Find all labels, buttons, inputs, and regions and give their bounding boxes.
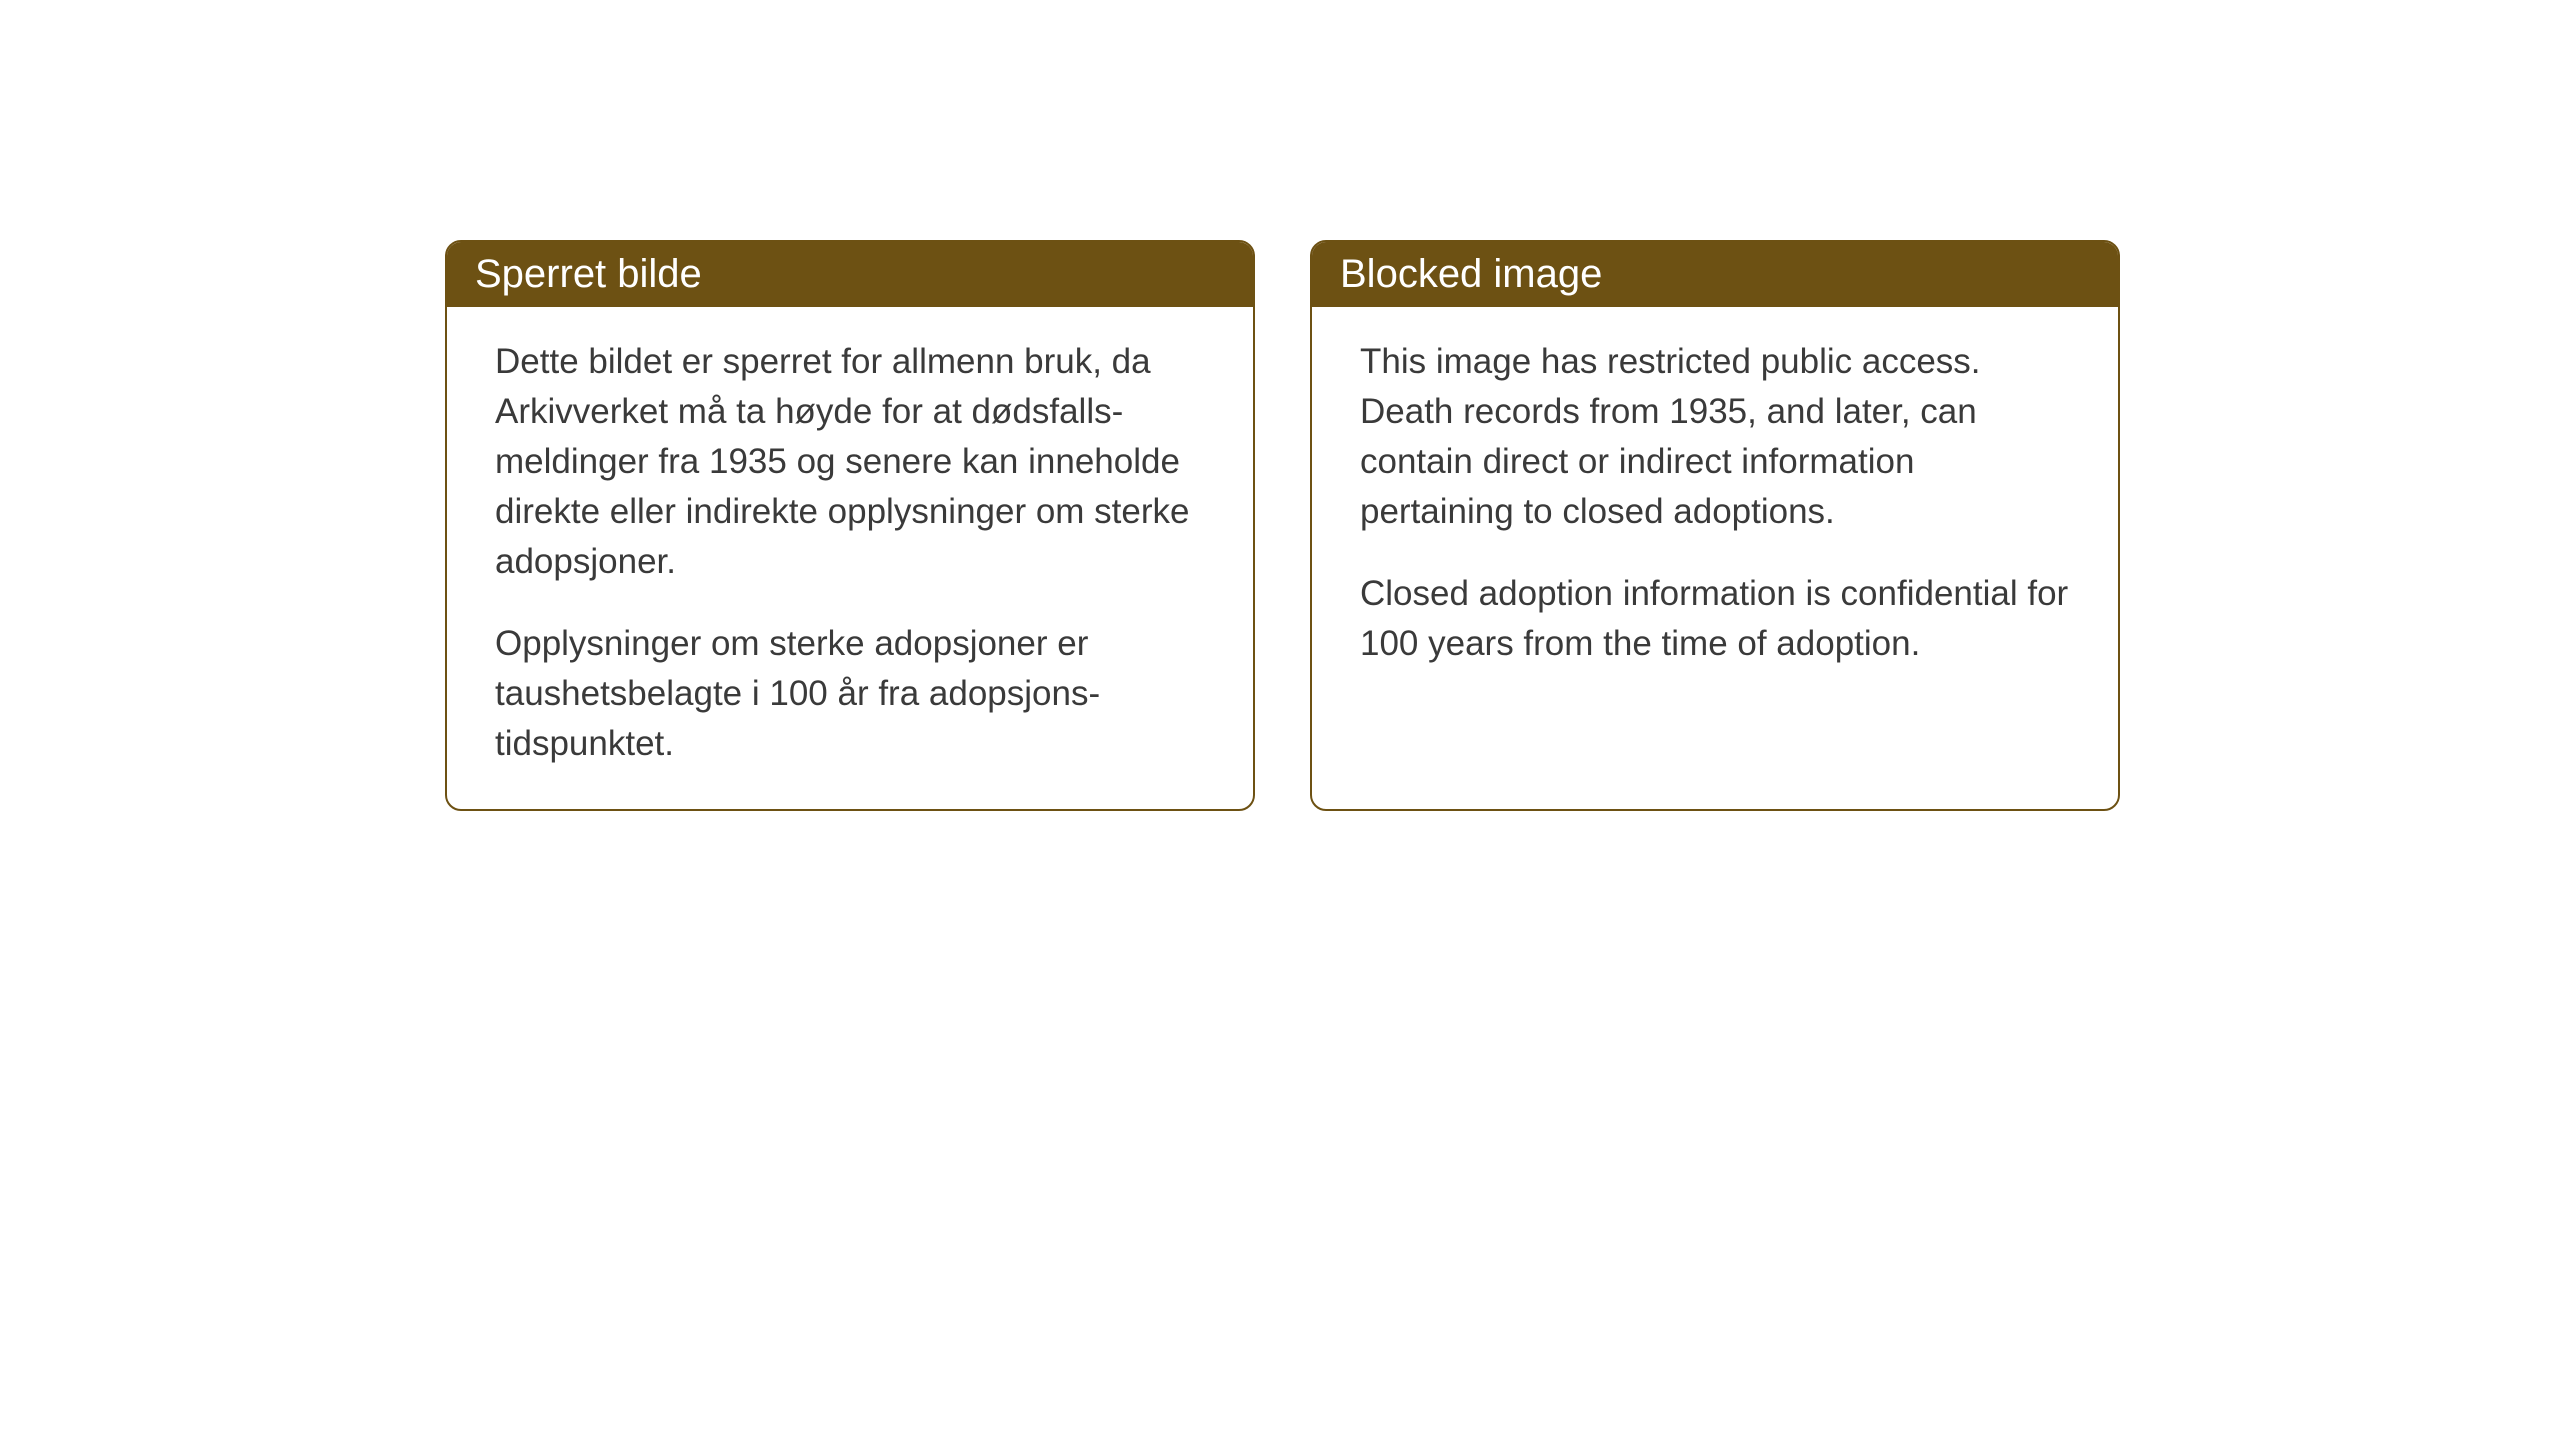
norwegian-card-header: Sperret bilde [447,242,1253,307]
english-card-body: This image has restricted public access.… [1312,307,2118,709]
english-card-title: Blocked image [1340,252,1602,296]
norwegian-paragraph-1: Dette bildet er sperret for allmenn bruk… [495,337,1205,587]
norwegian-card: Sperret bilde Dette bildet er sperret fo… [445,240,1255,811]
norwegian-paragraph-2: Opplysninger om sterke adopsjoner er tau… [495,619,1205,769]
norwegian-card-title: Sperret bilde [475,252,702,296]
english-paragraph-2: Closed adoption information is confident… [1360,569,2070,669]
english-paragraph-1: This image has restricted public access.… [1360,337,2070,537]
norwegian-card-body: Dette bildet er sperret for allmenn bruk… [447,307,1253,809]
english-card: Blocked image This image has restricted … [1310,240,2120,811]
english-card-header: Blocked image [1312,242,2118,307]
cards-container: Sperret bilde Dette bildet er sperret fo… [445,240,2120,811]
